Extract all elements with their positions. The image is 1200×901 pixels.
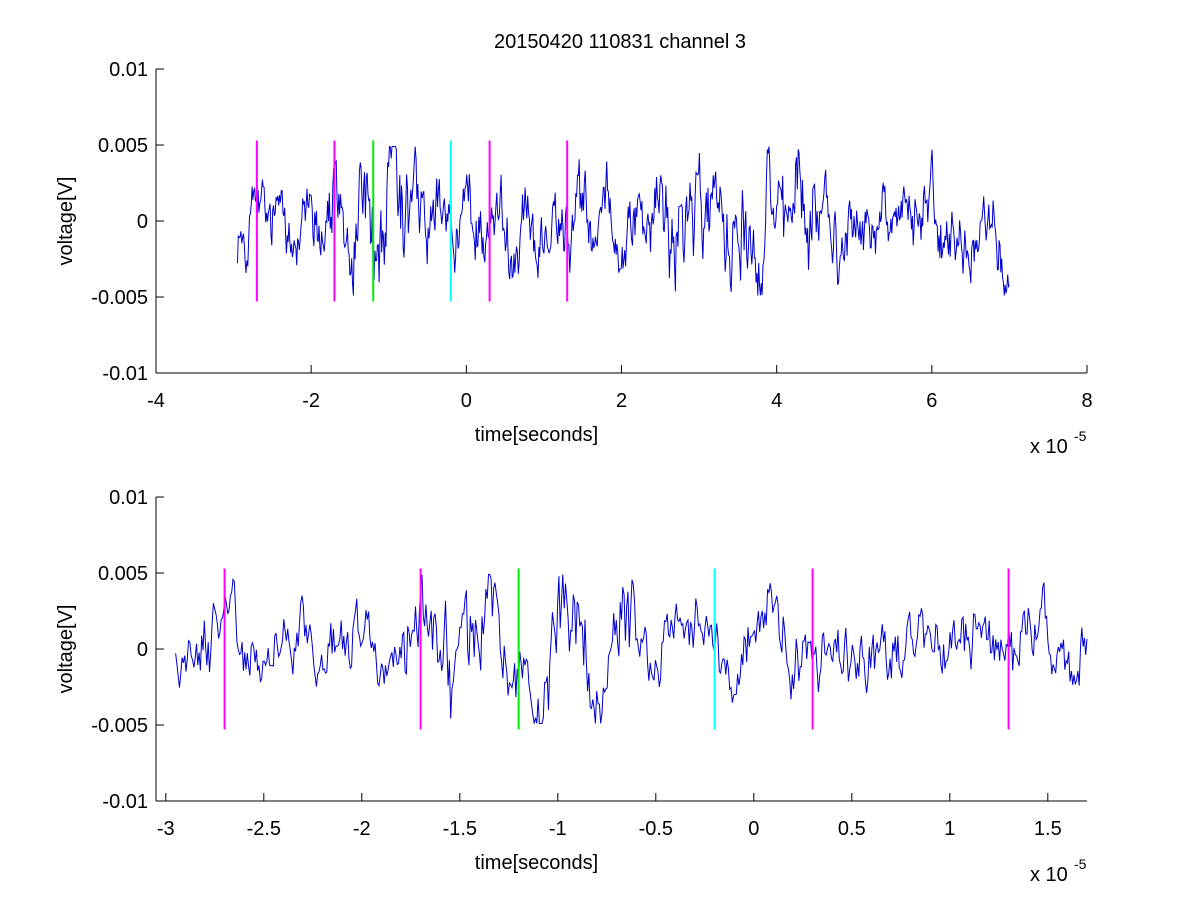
y-tick-label: -0.005 bbox=[91, 715, 148, 737]
x-multiplier-exponent: -5 bbox=[1074, 428, 1087, 444]
x-tick-label: 0 bbox=[461, 390, 472, 412]
x-tick-label: -4 bbox=[147, 390, 165, 412]
x-tick-label: -0.5 bbox=[639, 818, 673, 840]
y-tick-label: -0.005 bbox=[91, 287, 148, 309]
x-tick-label: 0.5 bbox=[838, 818, 866, 840]
x-multiplier-exponent: -5 bbox=[1074, 856, 1087, 872]
x-tick-label: 1.5 bbox=[1034, 818, 1062, 840]
signal-line bbox=[237, 145, 1010, 296]
x-multiplier-label: x 10 bbox=[1030, 864, 1068, 886]
y-tick-label: 0.01 bbox=[109, 487, 148, 509]
x-tick-label: -1 bbox=[549, 818, 567, 840]
x-tick-label: 0 bbox=[748, 818, 759, 840]
y-tick-label: -0.01 bbox=[102, 791, 148, 813]
x-multiplier-label: x 10 bbox=[1030, 436, 1068, 458]
y-tick-label: 0.01 bbox=[109, 59, 148, 81]
x-tick-label: -2.5 bbox=[247, 818, 281, 840]
x-tick-label: 8 bbox=[1081, 390, 1092, 412]
x-tick-label: 2 bbox=[616, 390, 627, 412]
x-tick-label: 6 bbox=[926, 390, 937, 412]
y-tick-label: 0 bbox=[137, 639, 148, 661]
x-tick-label: -1.5 bbox=[443, 818, 477, 840]
x-tick-label: 4 bbox=[771, 390, 782, 412]
signal-line bbox=[175, 574, 1088, 724]
y-axis-label: voltage[V] bbox=[55, 605, 77, 694]
y-axis-label: voltage[V] bbox=[55, 177, 77, 266]
x-tick-label: -2 bbox=[302, 390, 320, 412]
x-axis-label: time[seconds] bbox=[475, 852, 598, 874]
x-tick-label: -3 bbox=[157, 818, 175, 840]
y-tick-label: 0.005 bbox=[98, 563, 148, 585]
y-tick-label: 0 bbox=[137, 211, 148, 233]
x-axis-label: time[seconds] bbox=[475, 424, 598, 446]
chart-title: 20150420 110831 channel 3 bbox=[494, 31, 746, 53]
plot-top: 0.01 0.005 0 -0.005 -0.01 -4 -2 0 2 4 6 8 time[secon… bbox=[55, 59, 1093, 458]
plot-bottom: 0.01 0.005 0 -0.005 -0.01 -3 -2.5 -2 -1.5 -1 -0.5 0… bbox=[55, 487, 1088, 886]
x-tick-label: 1 bbox=[944, 818, 955, 840]
x-tick-label: -2 bbox=[353, 818, 371, 840]
y-tick-label: -0.01 bbox=[102, 363, 148, 385]
y-tick-label: 0.005 bbox=[98, 135, 148, 157]
